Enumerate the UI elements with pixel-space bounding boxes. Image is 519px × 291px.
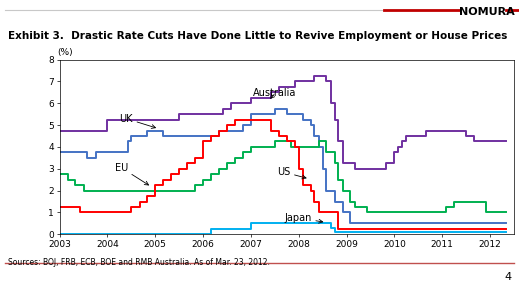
Text: Sources: BOJ, FRB, ECB, BOE and RMB Australia. As of Mar. 23, 2012.: Sources: BOJ, FRB, ECB, BOE and RMB Aust… [8, 258, 270, 267]
Text: EU: EU [115, 163, 148, 185]
Text: (%): (%) [58, 48, 73, 57]
Text: US: US [277, 167, 306, 179]
Text: 4: 4 [504, 272, 511, 282]
Text: Japan: Japan [284, 213, 323, 223]
Text: Exhibit 3.  Drastic Rate Cuts Have Done Little to Revive Employment or House Pri: Exhibit 3. Drastic Rate Cuts Have Done L… [8, 31, 507, 40]
Text: NOMURA: NOMURA [459, 7, 515, 17]
Text: UK: UK [119, 113, 156, 128]
Text: Australia: Australia [253, 88, 297, 98]
